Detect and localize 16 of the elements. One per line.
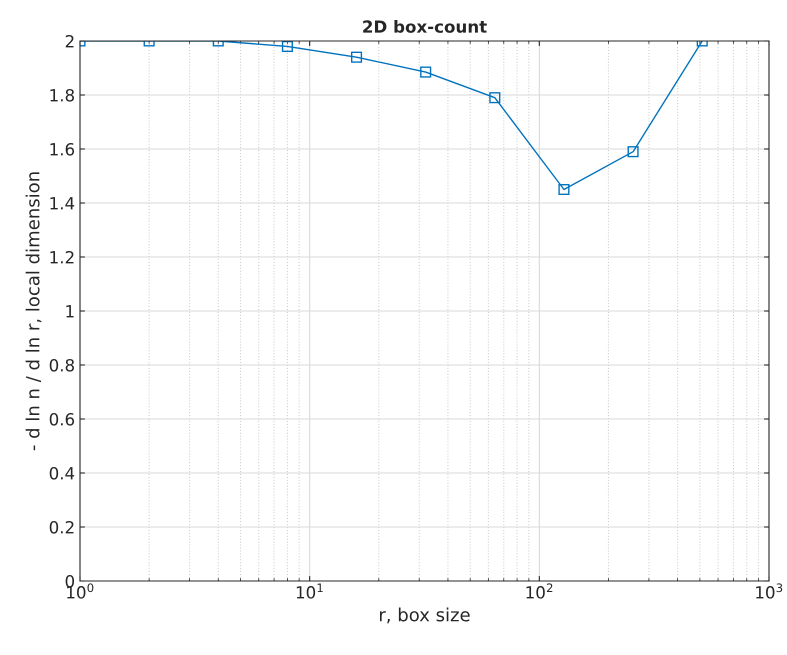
y-tick-label: 1.8 xyxy=(50,88,74,102)
y-tick-label: 0.2 xyxy=(50,520,74,534)
y-tick-label: 0.8 xyxy=(50,358,74,372)
y-tick-label: 1.6 xyxy=(50,142,74,156)
x-tick-label: 10$^{1}$ xyxy=(296,584,323,599)
y-tick-label: 0.4 xyxy=(50,466,74,480)
chart-title: 2D box-count xyxy=(363,20,487,33)
y-axis-title: - d ln n / d ln r, local dimension xyxy=(26,172,42,450)
y-tick-label: 1 xyxy=(66,305,74,318)
x-tick-label: 10$^{3}$ xyxy=(756,583,782,599)
y-tick-label: 1.2 xyxy=(50,250,74,264)
y-tick-label: 2 xyxy=(66,34,74,48)
y-tick-label: 1.4 xyxy=(50,197,74,210)
x-tick-label: 10$^{2}$ xyxy=(526,583,552,599)
y-tick-label: 0.6 xyxy=(50,412,74,426)
x-axis-title: r, box size xyxy=(380,608,470,624)
